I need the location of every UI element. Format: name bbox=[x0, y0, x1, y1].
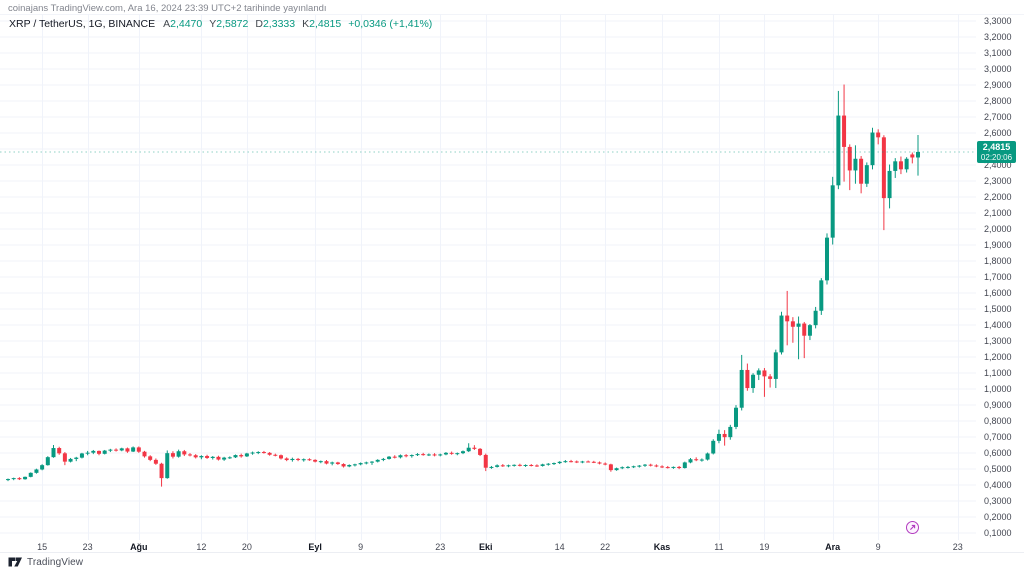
price-tick-label: 2,3000 bbox=[984, 176, 1012, 186]
tradingview-logo-icon bbox=[8, 557, 22, 567]
price-tick-label: 1,3000 bbox=[984, 336, 1012, 346]
price-tick-label: 0,4000 bbox=[984, 480, 1012, 490]
time-tick-label: Ara bbox=[825, 542, 841, 552]
time-tick-label: Eyl bbox=[308, 542, 322, 552]
price-tick-label: 0,7000 bbox=[984, 432, 1012, 442]
price-tick-label: 0,3000 bbox=[984, 496, 1012, 506]
event-marker-icon[interactable] bbox=[906, 521, 920, 534]
time-tick-label: 22 bbox=[600, 542, 611, 552]
price-tick-label: 2,6000 bbox=[984, 128, 1012, 138]
time-tick-label: 15 bbox=[37, 542, 48, 552]
price-tick-label: 1,8000 bbox=[984, 256, 1012, 266]
price-tick-label: 1,6000 bbox=[984, 288, 1012, 298]
price-tick-label: 2,7000 bbox=[984, 112, 1012, 122]
symbol-title[interactable]: XRP / TetherUS, 1G, BINANCE bbox=[9, 18, 156, 30]
price-tick-label: 3,1000 bbox=[984, 48, 1012, 58]
time-tick-label: 12 bbox=[196, 542, 207, 552]
price-tick-label: 3,3000 bbox=[984, 16, 1012, 26]
pane-divider bbox=[0, 14, 1024, 15]
price-tick-label: 3,2000 bbox=[984, 32, 1012, 42]
price-tick-label: 0,5000 bbox=[984, 464, 1012, 474]
time-tick-label: 11 bbox=[714, 542, 724, 552]
close-value: 2,4815 bbox=[309, 18, 342, 30]
bar-countdown: 02:20:06 bbox=[980, 152, 1013, 162]
high-value: 2,5872 bbox=[216, 18, 249, 30]
close-label: K bbox=[302, 18, 310, 30]
price-tick-label: 2,4000 bbox=[984, 160, 1012, 170]
time-tick-label: Kas bbox=[653, 542, 671, 552]
price-tick-label: 1,2000 bbox=[984, 352, 1012, 362]
price-axis[interactable]: 0,1000 0,2000 0,3000 0,4000 0,5000 0,6000 0,70… bbox=[976, 0, 1024, 540]
price-tick-label: 0,1000 bbox=[984, 528, 1012, 538]
low-label: D bbox=[255, 18, 263, 30]
open-value: 2,4470 bbox=[170, 18, 203, 30]
time-tick-label: 20 bbox=[241, 542, 252, 552]
tradingview-brand-text: TradingView bbox=[27, 556, 84, 568]
price-tick-label: 2,2000 bbox=[984, 192, 1012, 202]
price-tick-label: 1,5000 bbox=[984, 304, 1012, 314]
price-tick-label: 0,2000 bbox=[984, 512, 1012, 522]
tradingview-brand[interactable]: TradingView bbox=[8, 556, 83, 568]
time-tick-label: Ağu bbox=[130, 542, 148, 552]
price-tick-label: 1,0000 bbox=[984, 384, 1012, 394]
price-tick-label: 2,9000 bbox=[984, 80, 1012, 90]
change-value: +0,0346 (+1,41%) bbox=[348, 18, 433, 30]
price-tick-label: 1,7000 bbox=[984, 272, 1012, 282]
price-tick-label: 2,1000 bbox=[984, 208, 1012, 218]
time-tick-label: 23 bbox=[82, 542, 93, 552]
time-tick-label: 19 bbox=[759, 542, 770, 552]
price-tick-label: 1,1000 bbox=[984, 368, 1012, 378]
current-price-badge: 2,4815 02:20:06 bbox=[977, 140, 1016, 163]
attribution-text: coinajans TradingView.com, Ara 16, 2024 … bbox=[8, 3, 327, 14]
high-label: Y bbox=[209, 18, 217, 30]
price-tick-label: 3,0000 bbox=[984, 64, 1012, 74]
current-price-value: 2,4815 bbox=[982, 141, 1011, 152]
price-tick-label: 2,8000 bbox=[984, 96, 1012, 106]
price-tick-label: 1,9000 bbox=[984, 240, 1012, 250]
price-tick-label: 2,0000 bbox=[984, 224, 1012, 234]
footer-bar: TradingView bbox=[0, 552, 1024, 570]
time-tick-label: 23 bbox=[435, 542, 446, 552]
time-tick-label: Eki bbox=[478, 542, 493, 552]
time-tick-label: 14 bbox=[554, 542, 565, 552]
time-tick-label: 9 bbox=[875, 542, 881, 552]
time-axis[interactable]: 15 23 Ağu 12 20 Eyl 9 23 Eki 14 22 Kas 11 19 Ara 9 23 bbox=[0, 541, 1024, 554]
symbol-legend[interactable]: XRP / TetherUS, 1G, BINANCE A2,4470 Y2,587… bbox=[9, 18, 432, 30]
time-tick-label: 9 bbox=[358, 542, 364, 552]
price-tick-label: 1,4000 bbox=[984, 320, 1012, 330]
time-tick-label: 23 bbox=[952, 542, 963, 552]
price-tick-label: 0,9000 bbox=[984, 400, 1012, 410]
open-label: A bbox=[163, 18, 171, 30]
low-value: 2,3333 bbox=[262, 18, 296, 30]
price-tick-label: 0,6000 bbox=[984, 448, 1012, 458]
price-tick-label: 0,8000 bbox=[984, 416, 1012, 426]
